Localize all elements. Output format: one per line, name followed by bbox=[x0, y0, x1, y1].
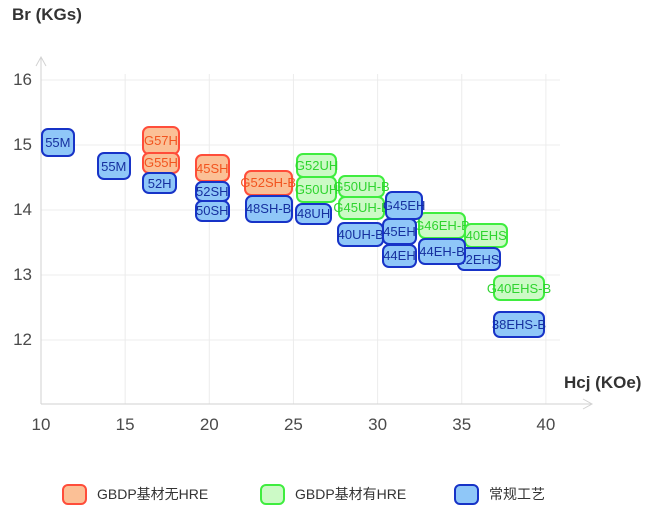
legend-swatch-icon bbox=[62, 483, 87, 505]
x-axis-title: Hcj (KOe) bbox=[564, 373, 642, 392]
x-tick-label: 15 bbox=[115, 415, 135, 434]
y-tick-label: 12 bbox=[13, 330, 32, 349]
y-tick-label: 13 bbox=[13, 265, 32, 284]
grade-box-G52UH: G52UH bbox=[295, 152, 338, 179]
grade-box-48UH: 48UH bbox=[295, 202, 333, 225]
legend-label: GBDP基材有HRE bbox=[295, 486, 407, 502]
legend-label: 常规工艺 bbox=[489, 486, 545, 502]
grade-box-55M: 55M bbox=[96, 152, 131, 180]
x-tick-label: 10 bbox=[31, 415, 51, 434]
grade-box-55M: 55M bbox=[41, 128, 75, 157]
grade-box-40UH-B: 40UH-B bbox=[337, 221, 385, 248]
grade-box-38EHS-B: 38EHS-B bbox=[492, 310, 546, 339]
grade-box-48SH-B: 48SH-B bbox=[244, 195, 293, 223]
x-tick-label: 20 bbox=[199, 415, 219, 434]
x-tick-label: 30 bbox=[368, 415, 388, 434]
y-tick-label: 15 bbox=[13, 135, 32, 154]
grade-box-G45EH: G45EH bbox=[383, 191, 425, 220]
legend-item-1[interactable]: GBDP基材无HRE bbox=[62, 482, 208, 506]
grade-box-45SH: 45SH bbox=[195, 154, 230, 182]
y-axis-arrow-icon bbox=[35, 55, 47, 67]
x-tick-label: 35 bbox=[452, 415, 472, 434]
grade-box-G55H: G55H bbox=[142, 151, 180, 175]
grade-box-G57H: G57H bbox=[142, 125, 180, 155]
grade-box-40EHS: 40EHS bbox=[464, 223, 509, 248]
grade-box-G50UH: G50UH bbox=[295, 176, 338, 203]
y-tick-label: 14 bbox=[13, 200, 32, 219]
legend-item-2[interactable]: GBDP基材有HRE bbox=[260, 482, 406, 506]
grade-box-G45UH-B: G45UH-B bbox=[333, 195, 390, 220]
grade-box-52H: 52H bbox=[142, 172, 178, 194]
grade-box-44EH: 44EH bbox=[381, 243, 418, 268]
x-tick-label: 40 bbox=[536, 415, 556, 434]
x-tick-label: 25 bbox=[283, 415, 303, 434]
grade-box-G50UH-B: G50UH-B bbox=[333, 174, 390, 199]
y-tick-label: 16 bbox=[13, 70, 32, 89]
legend-swatch-icon bbox=[454, 483, 479, 505]
legend-swatch-icon bbox=[260, 483, 285, 505]
legend-label: GBDP基材无HRE bbox=[97, 486, 209, 502]
legend-item-3[interactable]: 常规工艺 bbox=[454, 482, 545, 506]
grade-box-G46EH-B: G46EH-B bbox=[414, 211, 470, 240]
x-axis-arrow-icon bbox=[582, 398, 594, 410]
grade-box-G52SH-B: G52SH-B bbox=[240, 169, 296, 196]
y-axis-title: Br (KGs) bbox=[12, 5, 82, 24]
grade-box-44EH-B: 44EH-B bbox=[418, 237, 466, 266]
grade-box-45EH: 45EH bbox=[381, 217, 418, 246]
grade-box-50SH: 50SH bbox=[195, 200, 230, 222]
grade-box-G40EHS-B: G40EHS-B bbox=[487, 275, 551, 301]
grade-box-52SH: 52SH bbox=[195, 180, 230, 203]
